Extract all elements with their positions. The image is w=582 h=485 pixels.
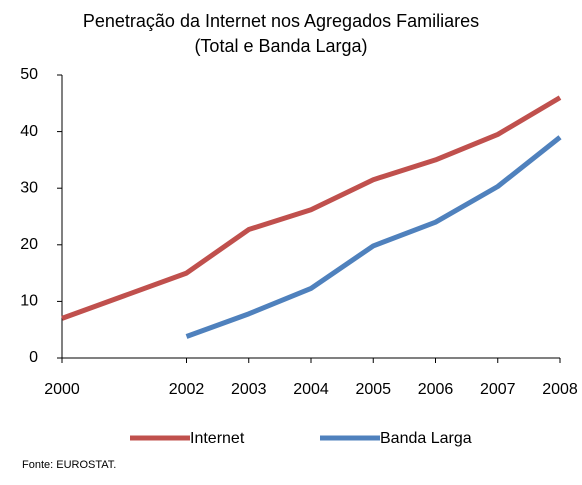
x-tick-label: 2002 xyxy=(169,381,205,398)
chart-title: Penetração da Internet nos Agregados Fam… xyxy=(83,11,479,31)
x-tick-label: 2000 xyxy=(44,381,80,398)
y-tick-label: 10 xyxy=(20,293,38,310)
y-tick-label: 50 xyxy=(20,66,38,83)
x-tick-label: 2003 xyxy=(231,381,267,398)
legend-label: Internet xyxy=(190,430,245,447)
chart-subtitle: (Total e Banda Larga) xyxy=(194,36,367,56)
x-tick-label: 2006 xyxy=(418,381,454,398)
x-tick-label: 2007 xyxy=(480,381,516,398)
x-tick-label: 2004 xyxy=(293,381,329,398)
y-tick-label: 20 xyxy=(20,236,38,253)
y-tick-label: 30 xyxy=(20,179,38,196)
x-tick-label: 2005 xyxy=(355,381,391,398)
legend-label: Banda Larga xyxy=(380,430,472,447)
series-line xyxy=(185,135,562,339)
y-tick-label: 40 xyxy=(20,123,38,140)
series-line xyxy=(61,95,562,321)
source: Fonte: EUROSTAT. xyxy=(22,459,116,471)
x-tick-label: 2008 xyxy=(542,381,578,398)
y-tick-label: 0 xyxy=(29,349,38,366)
